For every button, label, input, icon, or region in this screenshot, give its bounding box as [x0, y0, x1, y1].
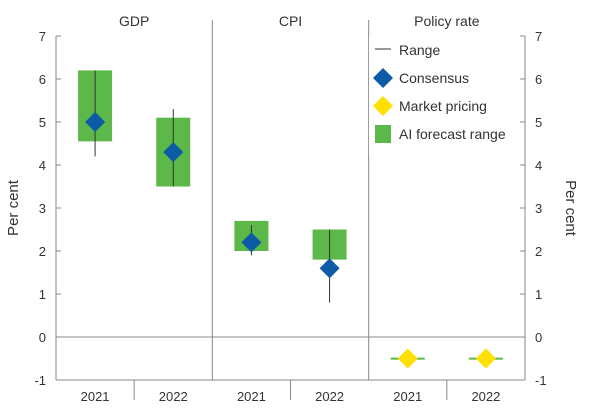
x-tick-label: 2022 — [471, 389, 500, 404]
y-tick-label-left: 0 — [39, 330, 46, 345]
panel-1: CPI 2021 2022 — [211, 13, 344, 404]
y-axis-label-right: Per cent — [562, 180, 579, 237]
y-tick-label-left: 7 — [39, 29, 46, 44]
y-tick-label-left: 3 — [39, 201, 46, 216]
legend-background — [369, 38, 519, 156]
y-tick-label-right: 7 — [535, 29, 542, 44]
y-tick-label-right: 3 — [535, 201, 542, 216]
consensus-point — [241, 232, 262, 253]
x-tick-label: 2022 — [315, 389, 344, 404]
y-tick-label-right: 0 — [535, 330, 542, 345]
y-tick-label-right: 2 — [535, 244, 542, 259]
legend-label-consensus: Consensus — [399, 70, 469, 86]
y-tick-label-right: 1 — [535, 287, 542, 302]
legend-label-market-pricing: Market pricing — [399, 98, 487, 114]
panels-layer: GDP 2021 2022 CPI 2021 2022 Policy rate 2021 202… — [81, 13, 501, 404]
legend-label-ai-forecast-range: AI forecast range — [399, 126, 506, 142]
consensus-point — [163, 142, 184, 163]
x-tick-label: 2022 — [159, 389, 188, 404]
panel-2: Policy rate 2021 2022 — [368, 13, 500, 404]
panel-title: Policy rate — [414, 13, 480, 29]
legend-ai-forecast-swatch — [375, 125, 391, 143]
consensus-point — [85, 112, 106, 132]
panel-title: CPI — [279, 13, 302, 29]
legend-consensus-swatch — [373, 68, 393, 88]
marks-layer — [78, 70, 503, 369]
panel-title: GDP — [119, 13, 149, 29]
y-tick-label-right: 6 — [535, 72, 542, 87]
legend-label-range: Range — [399, 42, 440, 58]
y-tick-label-right: 5 — [535, 115, 542, 130]
x-tick-label: 2021 — [393, 389, 422, 404]
y-tick-label-left: 5 — [39, 115, 46, 130]
x-tick-label: 2021 — [237, 389, 266, 404]
consensus-point — [319, 258, 340, 279]
y-tick-label-left: 1 — [39, 287, 46, 302]
axes-layer: 7 7 6 6 5 5 4 4 3 3 2 2 1 1 0 0 -1 -1 — [34, 29, 546, 388]
panel-0: GDP 2021 2022 — [81, 13, 188, 404]
legend: Range Consensus Market pricing AI forecast … — [369, 38, 519, 156]
y-tick-label-right: 4 — [535, 158, 542, 173]
y-tick-label-left: 6 — [39, 72, 46, 87]
x-tick-label: 2021 — [81, 389, 110, 404]
market-pricing-point — [475, 348, 496, 369]
y-axis-label-left: Per cent — [5, 179, 22, 236]
y-tick-label-right: -1 — [535, 373, 547, 388]
y-tick-label-left: -1 — [34, 373, 46, 388]
y-tick-label-left: 2 — [39, 244, 46, 259]
legend-market-pricing-swatch — [373, 96, 393, 116]
market-pricing-point — [397, 348, 418, 369]
y-tick-label-left: 4 — [39, 158, 46, 173]
